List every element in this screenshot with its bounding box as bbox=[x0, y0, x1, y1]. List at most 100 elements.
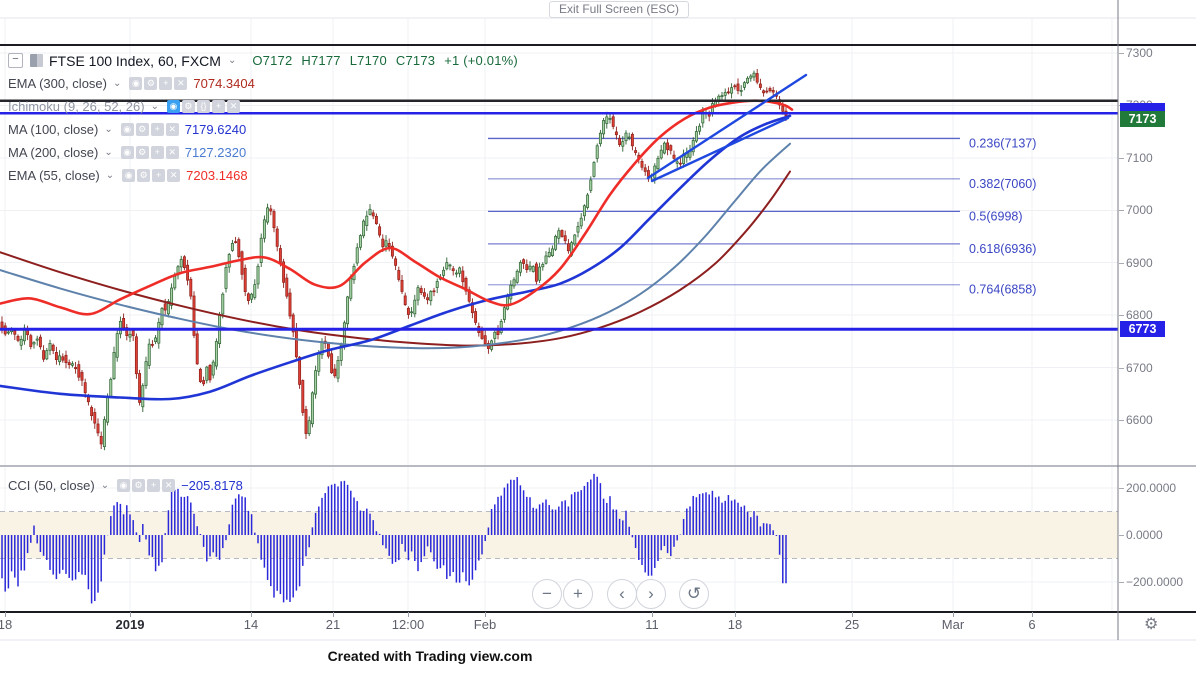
cci-tick-mark bbox=[1119, 488, 1124, 490]
current-price-badge: 7173 bbox=[1120, 110, 1165, 127]
visibility-icon[interactable]: ◉ bbox=[117, 479, 131, 492]
hline-price-badge-partial bbox=[1120, 103, 1165, 111]
time-tick-mark bbox=[1032, 612, 1033, 617]
indicator-label[interactable]: MA (100, close) bbox=[8, 122, 99, 137]
zoom-out-button[interactable]: − bbox=[532, 579, 562, 609]
candlesticks bbox=[0, 68, 788, 451]
visibility-icon[interactable]: ◉ bbox=[166, 100, 180, 113]
indicator-label[interactable]: EMA (300, close) bbox=[8, 76, 107, 91]
trendline-2[interactable] bbox=[650, 116, 790, 183]
ma-curve-ma-100[interactable] bbox=[0, 114, 792, 401]
cci-tick-mark bbox=[1119, 581, 1124, 583]
visibility-icon[interactable]: ◉ bbox=[122, 169, 136, 182]
indicator-row-5[interactable]: EMA (55, close) ⌄ ◉ ⚙ + ✕ 7203.1468 bbox=[8, 167, 527, 184]
reset-view-button[interactable]: ↺ bbox=[679, 579, 709, 609]
indicator-label[interactable]: Ichimoku (9, 26, 52, 26) bbox=[8, 99, 145, 114]
cci-histogram bbox=[1, 473, 787, 604]
chevron-down-icon[interactable]: ⌄ bbox=[100, 480, 110, 491]
time-tick-mark bbox=[652, 612, 653, 617]
legend-panel: − FTSE 100 Index, 60, FXCM ⌄ O7172 H7177 L… bbox=[8, 52, 527, 190]
add-icon[interactable]: + bbox=[211, 100, 225, 113]
time-tick-label: Feb bbox=[473, 617, 497, 632]
visibility-icon[interactable]: ◉ bbox=[129, 77, 143, 90]
settings-icon[interactable]: ⚙ bbox=[144, 77, 158, 90]
ma-curve-ema-55[interactable] bbox=[0, 99, 794, 316]
ma-curve-ma-200[interactable] bbox=[0, 142, 791, 350]
symbol-legend-row[interactable]: − FTSE 100 Index, 60, FXCM ⌄ O7172 H7177 L… bbox=[8, 52, 527, 69]
time-tick-label: 21 bbox=[325, 617, 341, 632]
exit-fullscreen-button[interactable]: Exit Full Screen (ESC) bbox=[549, 1, 690, 18]
collapse-icon[interactable]: − bbox=[8, 53, 23, 68]
add-icon[interactable]: + bbox=[159, 77, 173, 90]
close-icon[interactable]: ✕ bbox=[226, 100, 240, 113]
close-icon[interactable]: ✕ bbox=[162, 479, 176, 492]
indicator-row-1[interactable]: EMA (300, close) ⌄ ◉ ⚙ + ✕ 7074.3404 bbox=[8, 75, 527, 92]
chevron-down-icon[interactable]: ⌄ bbox=[227, 55, 237, 66]
chevron-down-icon[interactable]: ⌄ bbox=[113, 78, 122, 89]
price-tick-mark bbox=[1119, 157, 1124, 159]
cci-tick-mark bbox=[1119, 535, 1124, 536]
hline-price-badge-6773: 6773 bbox=[1120, 321, 1165, 338]
add-icon[interactable]: + bbox=[150, 146, 164, 159]
time-tick-label: 11 bbox=[645, 617, 659, 632]
add-icon[interactable]: + bbox=[147, 479, 161, 492]
settings-icon[interactable]: ⚙ bbox=[135, 146, 149, 159]
chevron-down-icon[interactable]: ⌄ bbox=[104, 124, 113, 135]
settings-icon[interactable]: ⚙ bbox=[135, 123, 149, 136]
price-tick-label: 6800 bbox=[1126, 308, 1153, 323]
add-icon[interactable]: + bbox=[150, 123, 164, 136]
scroll-left-button[interactable]: ‹ bbox=[607, 579, 637, 609]
cci-label[interactable]: CCI (50, close) bbox=[8, 478, 95, 493]
indicator-value: 7179.6240 bbox=[184, 122, 247, 137]
visibility-icon[interactable]: ◉ bbox=[120, 146, 134, 159]
indicator-label[interactable]: EMA (55, close) bbox=[8, 168, 100, 183]
fib-level-label: 0.5(6998) bbox=[969, 209, 1023, 223]
price-tick-label: 6600 bbox=[1126, 413, 1153, 427]
axis-settings-gear-icon[interactable]: ⚙ bbox=[1144, 616, 1159, 633]
cci-value: −205.8178 bbox=[181, 478, 243, 493]
zoom-in-button[interactable]: + bbox=[563, 579, 593, 609]
change-value: +1 (+0.01%) bbox=[444, 53, 518, 68]
close-icon[interactable]: ✕ bbox=[174, 77, 188, 90]
braces-icon[interactable]: {} bbox=[196, 100, 210, 113]
time-tick-label: 14 bbox=[243, 617, 259, 632]
indicator-row-2[interactable]: Ichimoku (9, 26, 52, 26) ⌄ ◉ ⚙{} + ✕ bbox=[8, 98, 527, 115]
price-tick-mark bbox=[1119, 53, 1124, 54]
visibility-icon[interactable]: ◉ bbox=[120, 123, 134, 136]
close-icon[interactable]: ✕ bbox=[167, 169, 181, 182]
time-tick-mark bbox=[953, 612, 954, 617]
price-tick-label: 6900 bbox=[1126, 255, 1153, 270]
settings-icon[interactable]: ⚙ bbox=[132, 479, 146, 492]
time-tick-label: 2019 bbox=[115, 617, 145, 632]
add-icon[interactable]: + bbox=[152, 169, 166, 182]
pane-borders bbox=[0, 0, 1196, 641]
chevron-down-icon[interactable]: ⌄ bbox=[105, 170, 115, 181]
chevron-down-icon[interactable]: ⌄ bbox=[104, 147, 113, 158]
symbol-title[interactable]: FTSE 100 Index, 60, FXCM bbox=[49, 52, 221, 69]
ma-curve-ema-300[interactable] bbox=[0, 170, 791, 347]
time-tick-label: 25 bbox=[844, 617, 860, 632]
price-tick-mark bbox=[1119, 210, 1124, 212]
settings-icon[interactable]: ⚙ bbox=[181, 100, 195, 113]
fib-retracement[interactable]: 0.236(7137) 0.382(7060) 0.5(6998) 0.618(693… bbox=[488, 136, 1036, 297]
close-value: C7173 bbox=[395, 53, 436, 68]
indicator-label[interactable]: MA (200, close) bbox=[8, 145, 99, 160]
price-tick-mark bbox=[1119, 420, 1124, 421]
chevron-down-icon[interactable]: ⌄ bbox=[150, 101, 159, 112]
close-icon[interactable]: ✕ bbox=[165, 123, 179, 136]
cci-legend-row[interactable]: CCI (50, close) ⌄ ◉ ⚙ + ✕ −205.8178 bbox=[8, 477, 243, 494]
cci-tick-label: −200.0000 bbox=[1126, 574, 1184, 589]
price-tick-label: 7100 bbox=[1126, 150, 1153, 165]
open-value: O7172 bbox=[252, 53, 293, 68]
indicator-row-3[interactable]: MA (100, close) ⌄ ◉ ⚙ + ✕ 7179.6240 bbox=[8, 121, 527, 138]
close-icon[interactable]: ✕ bbox=[165, 146, 179, 159]
settings-icon[interactable]: ⚙ bbox=[137, 169, 151, 182]
indicator-row-4[interactable]: MA (200, close) ⌄ ◉ ⚙ + ✕ 7127.2320 bbox=[8, 144, 527, 161]
trendline-1[interactable] bbox=[646, 73, 808, 180]
scroll-right-button[interactable]: › bbox=[636, 579, 666, 609]
time-tick-label: 18 bbox=[727, 617, 743, 632]
time-tick-mark bbox=[251, 612, 252, 617]
indicator-value: 7074.3404 bbox=[193, 76, 255, 91]
